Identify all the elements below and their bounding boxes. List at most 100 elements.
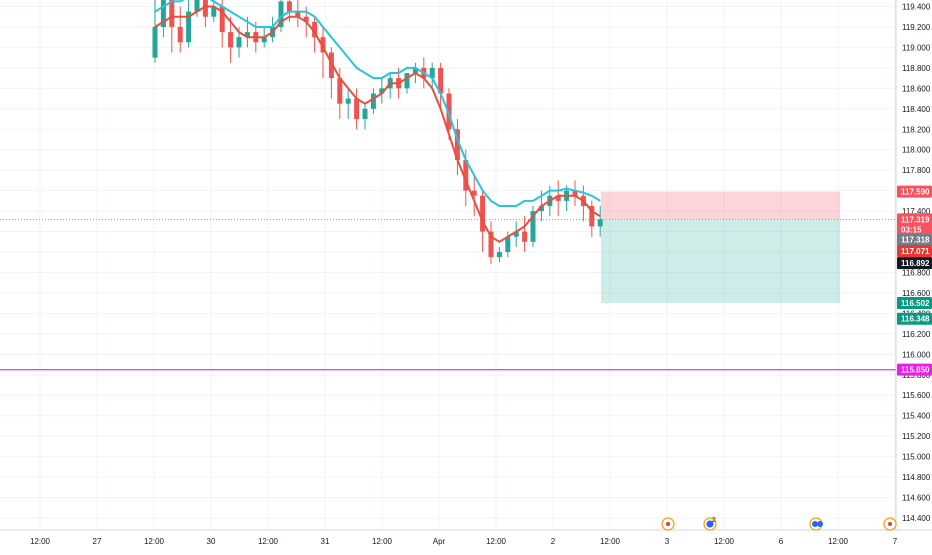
candle-body — [404, 72, 410, 89]
price-tag-label: 117.590 — [901, 188, 930, 197]
candle-body — [219, 6, 225, 33]
candle-body — [362, 108, 368, 120]
red-dot-event-icon[interactable] — [883, 517, 897, 531]
event-count-label: 2 — [712, 517, 716, 524]
candle-body — [194, 0, 200, 12]
candle-body — [211, 6, 217, 17]
candle-body — [530, 211, 536, 242]
price-tick-label: 119.000 — [902, 43, 931, 52]
candle-body — [429, 67, 435, 79]
price-tick-label: 117.400 — [902, 207, 931, 216]
candle-body — [522, 231, 528, 242]
price-tag-label: 03:15 — [901, 226, 922, 235]
event-flag — [706, 520, 714, 528]
event-dot — [888, 522, 892, 526]
candle-body — [379, 88, 385, 94]
price-tag — [897, 185, 932, 198]
candle-body — [538, 205, 544, 212]
candle-body — [295, 11, 301, 17]
candle-body — [354, 98, 360, 120]
red-dot-event-icon[interactable] — [661, 517, 675, 531]
price-tick-label: 116.600 — [902, 289, 931, 298]
time-tick-label: 12:00 — [258, 537, 279, 546]
flag-event-icon[interactable]: 2 — [703, 517, 717, 531]
time-tick-label: 12:00 — [486, 537, 507, 546]
price-tick-label: 116.200 — [902, 330, 931, 339]
time-tick-label: 12:00 — [30, 537, 51, 546]
price-tick-label: 118.200 — [902, 125, 931, 134]
candle-body — [169, 0, 175, 27]
time-tick-label: 12:00 — [828, 537, 849, 546]
price-tick-label: 115.600 — [902, 391, 931, 400]
candle-body — [454, 129, 460, 160]
event-flag — [812, 521, 818, 527]
candle-body — [152, 26, 158, 58]
multi-flag-event-icon[interactable] — [809, 517, 823, 531]
price-tick-label: 115.000 — [902, 453, 931, 462]
time-tick-label: 6 — [779, 537, 784, 546]
time-tick-label: 12:00 — [144, 537, 165, 546]
price-tag-label: 117.071 — [901, 247, 930, 256]
event-markers[interactable]: 2 — [661, 517, 897, 531]
candle-body — [244, 32, 250, 38]
fast-ma-line — [154, 5, 601, 243]
time-tick-label: 12:00 — [372, 537, 393, 546]
position-tool[interactable] — [0, 191, 896, 303]
price-tag-label: 117.319 — [901, 215, 930, 224]
time-tick-label: 3 — [665, 537, 670, 546]
take-profit-zone[interactable] — [601, 219, 840, 303]
candle-body — [337, 78, 343, 104]
price-tag — [897, 213, 932, 226]
time-tick-label: 27 — [93, 537, 102, 546]
grid-lines — [0, 0, 896, 530]
price-tag-label: 116.348 — [901, 315, 930, 324]
price-tag — [897, 244, 932, 257]
candle-body — [328, 52, 334, 79]
price-tag-label: 116.502 — [901, 299, 930, 308]
price-tick-label: 118.800 — [902, 64, 931, 73]
candles-layer — [152, 0, 603, 265]
price-tick-label: 119.200 — [902, 23, 931, 32]
price-tag — [897, 223, 932, 236]
candle-body — [370, 93, 376, 109]
time-tick-label: 12:00 — [600, 537, 621, 546]
time-tick-label: 31 — [321, 537, 330, 546]
price-tag — [897, 363, 932, 376]
candle-body — [572, 190, 578, 196]
candle-body — [480, 195, 486, 232]
time-tick-label: 7 — [893, 537, 898, 546]
candle-body — [202, 0, 208, 17]
price-tick-label: 115.400 — [902, 412, 931, 421]
price-tag — [897, 312, 932, 325]
price-tick-label: 119.400 — [902, 3, 931, 12]
candle-body — [496, 252, 502, 258]
candle-body — [597, 219, 603, 227]
time-axis[interactable]: 12:00 27 12:00 30 12:00 31 12:00 Apr 12:00 2 12:00… — [0, 529, 932, 546]
candle-body — [236, 37, 242, 48]
candle-body — [286, 1, 292, 12]
price-tag-label: 116.892 — [901, 259, 930, 268]
price-tag — [897, 257, 932, 270]
price-tag — [897, 233, 932, 246]
candle-body — [488, 231, 494, 258]
price-tick-label: 116.000 — [902, 350, 931, 359]
price-tick-label: 118.600 — [902, 84, 931, 93]
price-tag — [897, 296, 932, 309]
price-tick-label: 118.400 — [902, 105, 931, 114]
candle-body — [261, 37, 267, 43]
candle-body — [160, 0, 166, 27]
candle-body — [513, 231, 519, 237]
candle-body — [555, 195, 561, 201]
candle-body — [505, 236, 511, 253]
price-tick-label: 114.800 — [902, 473, 931, 482]
stop-loss-zone[interactable] — [601, 191, 840, 220]
candle-body — [412, 67, 418, 73]
time-tick-label: 2 — [551, 537, 556, 546]
time-tick-label: 12:00 — [714, 537, 735, 546]
price-tick-label: 115.200 — [902, 432, 931, 441]
candle-body — [186, 11, 192, 43]
price-tick-label: 118.000 — [902, 146, 931, 155]
